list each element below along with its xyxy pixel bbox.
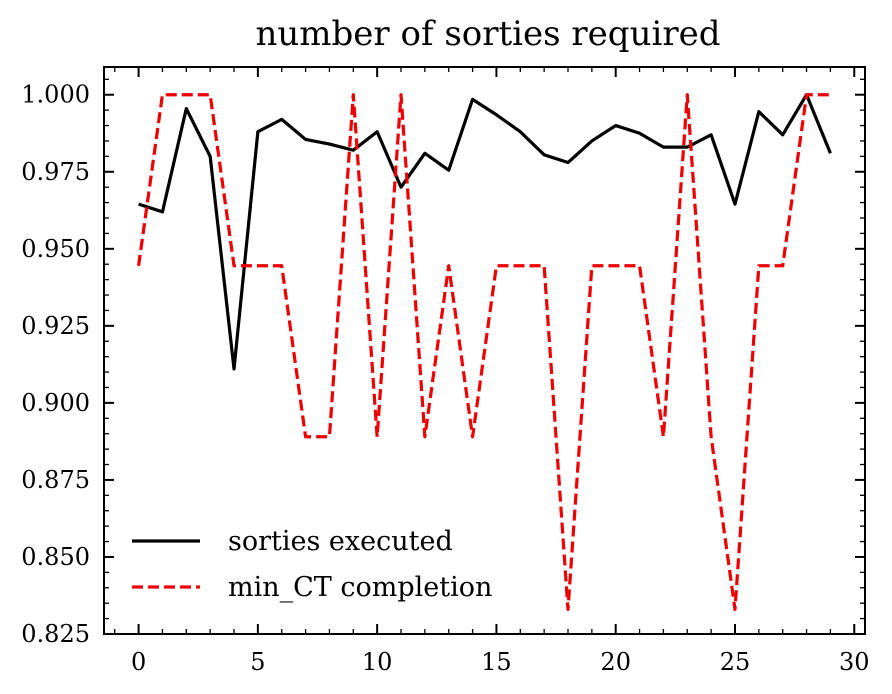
series-line-min-ct-completion (137, 93, 831, 611)
x-tick-label: 20 (600, 648, 631, 676)
y-tick-label: 0.925 (21, 312, 90, 340)
plot-frame (103, 66, 866, 635)
legend-label: min_CT completion (228, 572, 492, 603)
x-tick-label: 5 (250, 648, 265, 676)
x-tick-label: 0 (131, 648, 146, 676)
x-tick-label: 10 (362, 648, 393, 676)
series-lines (137, 93, 832, 611)
legend: sorties executed min_CT completion (132, 526, 492, 603)
axis-ticks: 0 5 10 15 20 25 30 0.825 0.850 0.875 0.900 0.925 0.9… (21, 67, 870, 676)
y-tick-label: 0.975 (21, 158, 90, 186)
y-tick-label: 0.900 (21, 389, 90, 417)
y-tick-label: 0.950 (21, 235, 90, 263)
x-tick-label: 15 (481, 648, 512, 676)
series-line-sorties-executed (138, 93, 832, 371)
y-tick-label: 0.875 (21, 466, 90, 494)
chart-title: number of sorties required (256, 14, 721, 54)
y-tick-label: 1.000 (21, 81, 90, 109)
x-tick-label: 25 (720, 648, 751, 676)
y-tick-label: 0.850 (21, 543, 90, 571)
legend-label: sorties executed (228, 526, 453, 557)
x-tick-label: 30 (839, 648, 870, 676)
y-tick-label: 0.825 (21, 620, 90, 648)
